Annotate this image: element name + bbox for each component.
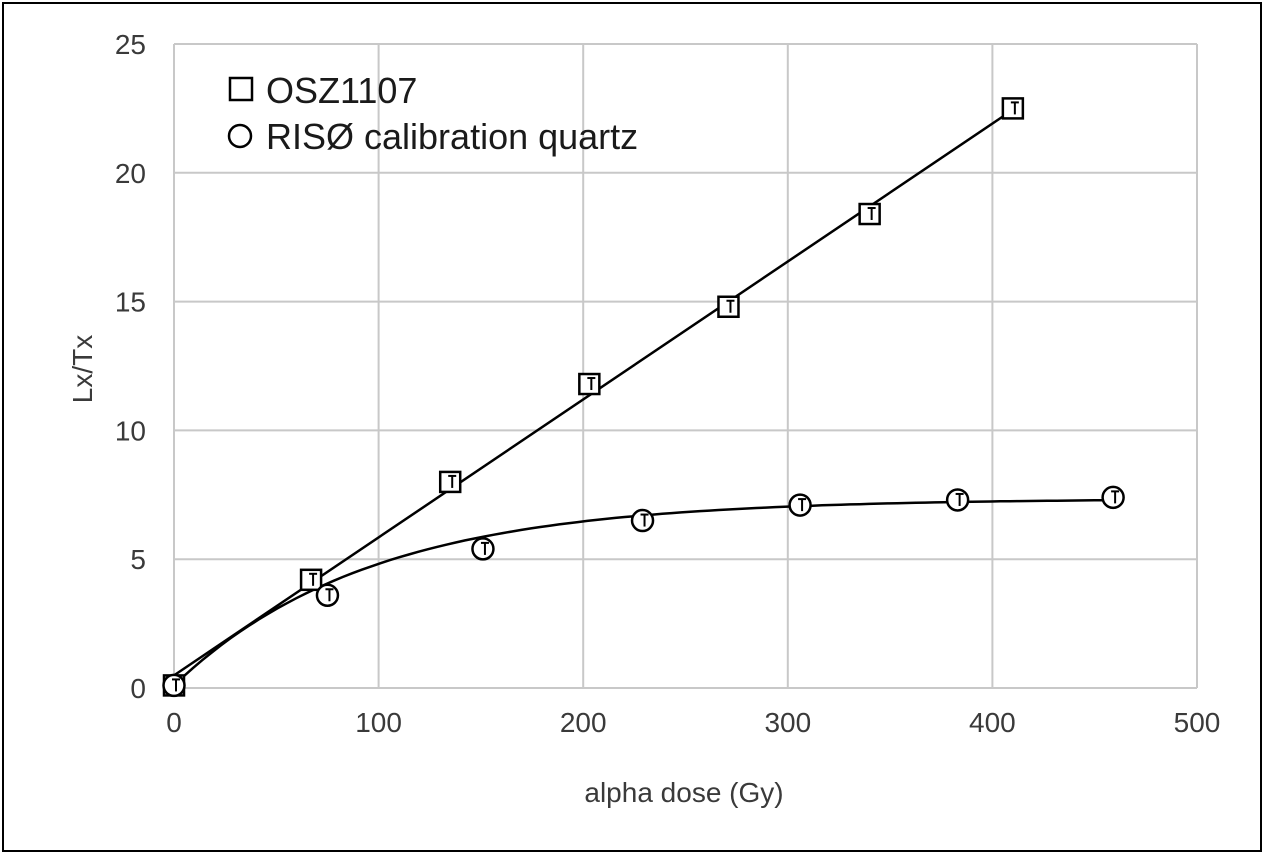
data-point [858, 202, 881, 226]
x-axis-label: alpha dose (Gy) [584, 777, 783, 808]
y-tick-label: 0 [130, 673, 146, 704]
legend-square-icon [228, 76, 254, 102]
y-tick-label: 10 [115, 415, 146, 446]
legend-entry-riso-quartz: RISØ calibration quartz [266, 116, 638, 157]
data-markers [162, 97, 1125, 698]
data-point [1101, 485, 1125, 510]
chart: 0 100 200 300 400 500 0 5 10 15 20 25 alpha dose (G… [67, 29, 1221, 808]
x-tick-label: 100 [355, 707, 402, 738]
data-point [717, 295, 740, 319]
legend-entry-osz1107: OSZ1107 [266, 70, 417, 111]
circle-marker [162, 673, 186, 698]
data-point [788, 493, 812, 517]
circle-marker [788, 493, 812, 517]
data-point [630, 508, 655, 533]
x-tick-label: 400 [969, 707, 1016, 738]
x-tick-label: 500 [1174, 707, 1221, 738]
x-tick-label: 0 [166, 707, 182, 738]
data-point [1001, 97, 1025, 120]
y-axis-label: Lx/Tx [67, 335, 98, 403]
fit-lines [173, 108, 1114, 687]
circle-marker [630, 508, 655, 533]
grid [173, 43, 1198, 689]
circle-marker [945, 488, 970, 512]
y-tick-label: 20 [115, 158, 146, 189]
y-tick-label: 15 [115, 287, 146, 318]
data-point [945, 488, 970, 512]
x-tick-label: 200 [560, 707, 607, 738]
legend: OSZ1107 RISØ calibration quartz [227, 70, 638, 157]
x-tick-label: 300 [764, 707, 811, 738]
y-tick-label: 5 [130, 544, 146, 575]
data-point [162, 673, 186, 698]
data-point [438, 470, 462, 494]
y-tick-label: 25 [115, 29, 146, 60]
circle-marker [471, 537, 495, 561]
circle-marker [1101, 485, 1125, 510]
circle-marker [315, 583, 340, 608]
data-point [578, 372, 601, 396]
data-point [299, 568, 323, 592]
data-point [471, 537, 495, 561]
tick-labels: 0 100 200 300 400 500 0 5 10 15 20 25 [115, 29, 1221, 738]
legend-circle-icon [227, 123, 253, 149]
data-point [315, 583, 340, 608]
